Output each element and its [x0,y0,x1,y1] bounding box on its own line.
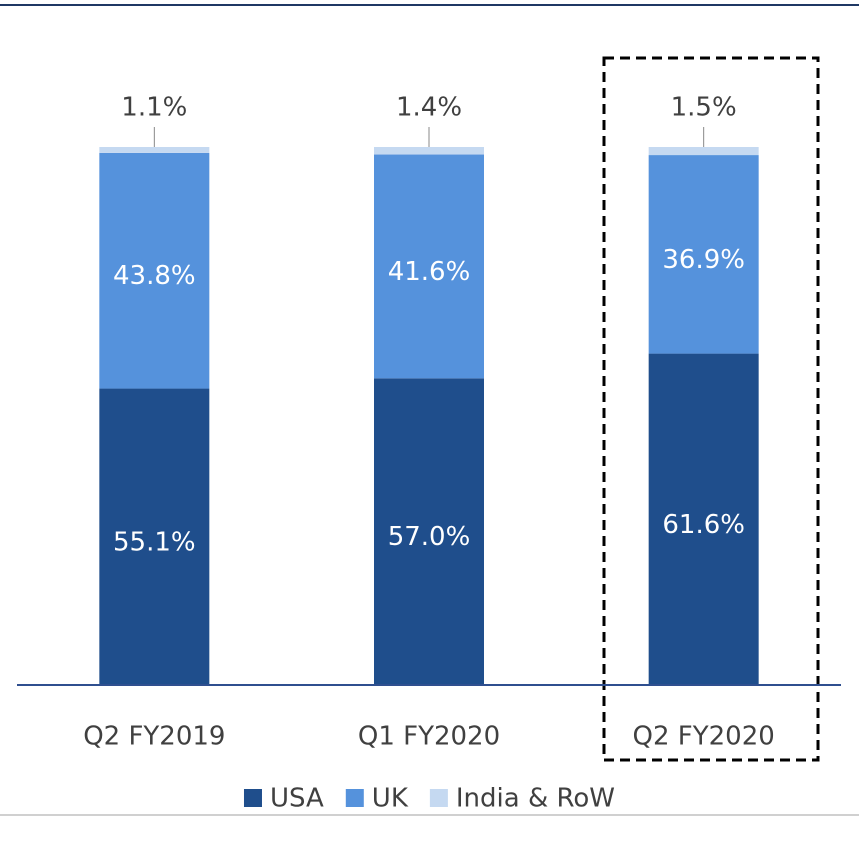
data-label: 1.1% [121,93,187,123]
legend-swatch [345,789,364,807]
bar-segment [374,378,484,685]
bar-segment [99,147,210,153]
bar-segment [374,147,484,155]
x-tick-label: Q2 FY2019 [83,722,225,752]
bar-segment [648,155,759,354]
data-label: 41.6% [388,257,471,287]
data-label: 43.8% [113,261,196,291]
bar-segment [99,152,210,389]
data-label: 57.0% [388,522,471,552]
x-tick-label: Q2 FY2020 [633,722,775,752]
data-label: 1.4% [396,93,462,123]
data-label: 36.9% [662,245,745,275]
data-label: 1.5% [671,93,737,123]
data-label: 55.1% [113,527,196,557]
bar-segment [374,154,484,379]
bar-segment [99,388,210,685]
bar-segment [648,147,759,156]
legend-label: USA [270,784,324,814]
highlight-box [602,56,820,762]
x-tick-label: Q1 FY2020 [358,722,500,752]
legend-label: India & RoW [456,784,615,814]
legend-swatch [243,789,262,807]
data-label: 61.6% [662,510,745,540]
legend-label: UK [372,784,409,814]
bar-segment [648,353,759,685]
legend-swatch [429,789,448,807]
